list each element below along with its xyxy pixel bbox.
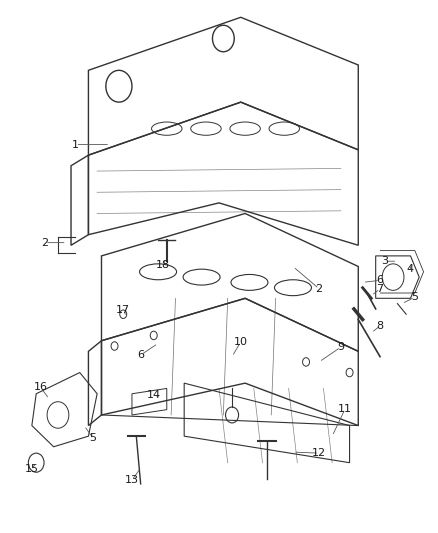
Text: 17: 17 [116,305,131,315]
Text: 5: 5 [89,433,96,443]
Text: 13: 13 [125,475,139,485]
Text: 6: 6 [377,275,384,285]
Text: 9: 9 [337,342,344,352]
Text: 2: 2 [315,284,323,294]
Text: 1: 1 [72,140,79,150]
Text: 16: 16 [34,382,48,392]
Text: 7: 7 [377,284,384,294]
Text: 11: 11 [338,403,352,414]
Text: 12: 12 [312,448,326,458]
Text: 8: 8 [377,321,384,331]
Text: 4: 4 [407,264,414,273]
Text: 15: 15 [25,464,39,474]
Text: 18: 18 [155,260,170,270]
Text: 5: 5 [411,292,418,302]
Text: 3: 3 [381,256,388,266]
Text: 6: 6 [137,350,144,360]
Text: 2: 2 [41,238,49,248]
Text: 14: 14 [147,390,161,400]
Text: 10: 10 [234,337,248,347]
